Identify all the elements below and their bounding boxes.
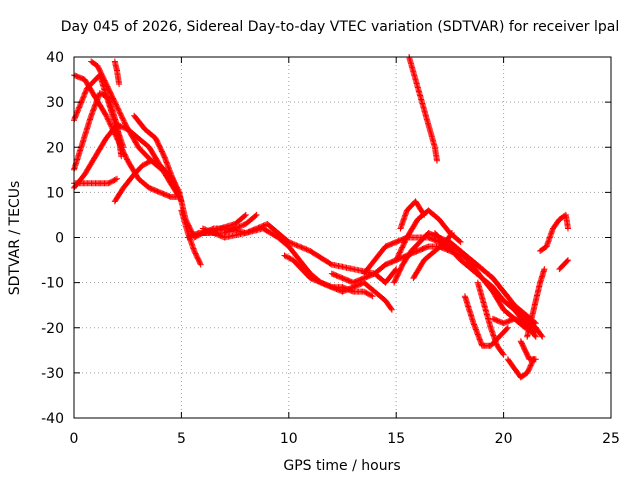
data-point xyxy=(503,325,510,332)
data-point xyxy=(116,81,123,88)
data-point xyxy=(456,238,463,245)
y-tick-label: 20 xyxy=(46,140,64,156)
x-tick-label: 0 xyxy=(70,431,79,447)
grid-lines xyxy=(74,57,611,418)
data-series xyxy=(199,211,260,236)
data-series xyxy=(461,293,511,349)
data-point xyxy=(532,333,539,340)
y-axis-label: SDTVAR / TECUs xyxy=(7,181,23,296)
data-point xyxy=(239,222,245,229)
data-point xyxy=(421,211,428,218)
axis-ticks: 0 5 10 15 20 25 -40 -30 -20 -10 0 10 20 30 40 xyxy=(41,50,620,447)
data-series xyxy=(474,279,507,358)
data-point xyxy=(538,332,545,339)
x-tick-label: 25 xyxy=(602,431,620,447)
y-tick-label: -20 xyxy=(41,321,64,337)
y-tick-label: 10 xyxy=(46,185,64,201)
data-point xyxy=(564,258,571,264)
data-point xyxy=(457,239,464,245)
data-series xyxy=(517,338,539,363)
x-tick-label: 10 xyxy=(280,431,298,447)
data-point xyxy=(369,293,376,300)
data-series xyxy=(397,198,428,232)
x-axis-label: GPS time / hours xyxy=(283,458,400,474)
data-point xyxy=(252,212,259,219)
data-point xyxy=(394,254,401,261)
data-point xyxy=(368,292,375,299)
data-point xyxy=(388,306,395,313)
data-point xyxy=(434,157,440,164)
data-point xyxy=(197,261,204,268)
data-series xyxy=(111,58,123,88)
data-point xyxy=(222,229,229,236)
data-point xyxy=(449,230,455,236)
data-series xyxy=(178,207,204,268)
y-tick-label: -40 xyxy=(41,411,64,427)
data-series xyxy=(71,175,120,187)
data-point xyxy=(294,242,301,249)
data-point xyxy=(112,176,119,183)
data-point xyxy=(241,212,248,219)
data-point xyxy=(197,260,204,267)
data-point xyxy=(532,356,539,363)
data-point xyxy=(242,211,249,218)
data-point xyxy=(420,210,427,217)
data-series xyxy=(556,257,571,273)
y-tick-label: -30 xyxy=(41,366,64,382)
x-tick-label: 5 xyxy=(177,431,186,447)
data-points xyxy=(71,54,571,381)
data-series xyxy=(71,90,125,173)
data-point xyxy=(118,153,125,160)
data-series xyxy=(184,211,249,241)
data-series xyxy=(524,266,548,340)
data-point xyxy=(114,175,120,182)
data-series xyxy=(410,230,455,282)
data-point xyxy=(115,106,122,113)
data-point xyxy=(448,231,455,238)
y-tick-label: 40 xyxy=(46,50,64,66)
data-series xyxy=(406,54,440,164)
data-point xyxy=(565,225,571,232)
data-point xyxy=(500,351,507,358)
data-point xyxy=(298,244,305,251)
data-point xyxy=(504,324,511,331)
data-point xyxy=(260,222,267,229)
x-tick-label: 15 xyxy=(387,431,405,447)
data-series xyxy=(111,157,172,205)
data-point xyxy=(79,97,86,103)
data-point xyxy=(499,350,506,357)
data-point xyxy=(532,332,538,339)
data-point xyxy=(541,266,548,273)
data-series xyxy=(281,252,376,300)
data-series xyxy=(393,207,464,264)
data-series xyxy=(537,211,571,254)
chart-title: Day 045 of 2026, Sidereal Day-to-day VTE… xyxy=(61,19,619,35)
y-tick-label: 30 xyxy=(46,95,64,111)
data-point xyxy=(253,211,260,218)
data-point xyxy=(565,257,571,264)
y-tick-label: -10 xyxy=(41,276,64,292)
x-tick-label: 20 xyxy=(495,431,513,447)
y-tick-label: 0 xyxy=(55,231,64,247)
data-point xyxy=(388,305,395,312)
data-point xyxy=(539,333,546,340)
